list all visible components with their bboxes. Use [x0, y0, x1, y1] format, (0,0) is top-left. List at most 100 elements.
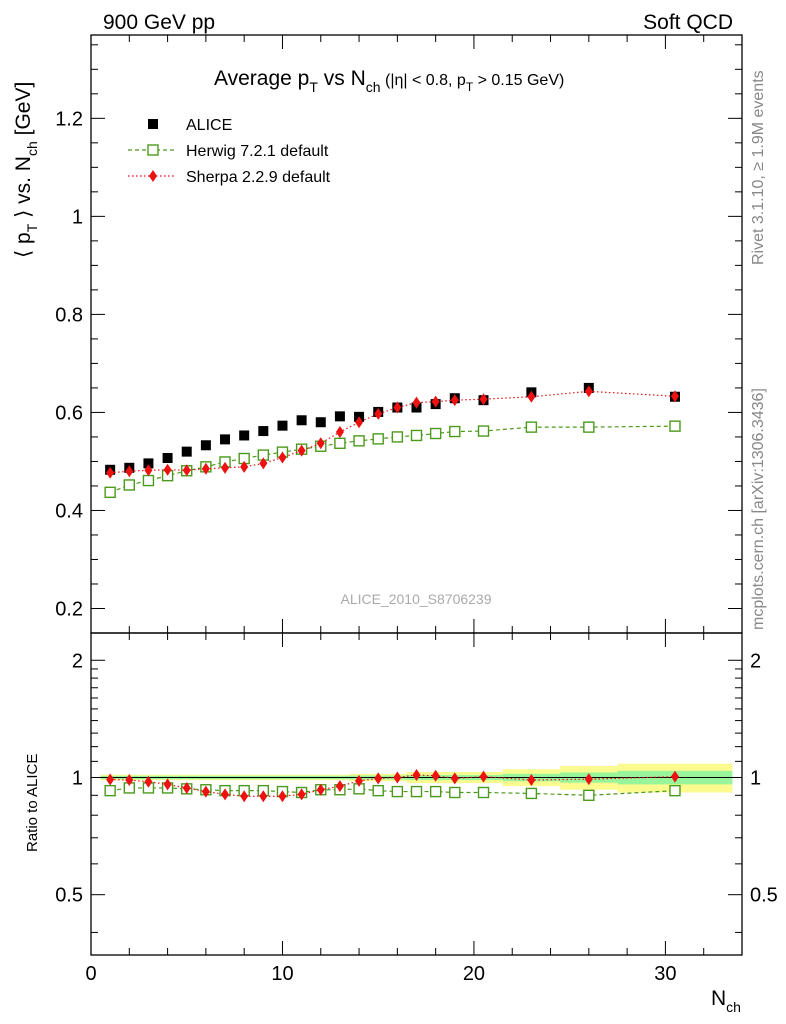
ratio-point-sherpa	[297, 788, 306, 801]
ratio-point-herwig	[477, 786, 490, 799]
main-point-sherpa	[106, 466, 115, 479]
legend-marker-alice	[148, 119, 158, 129]
main-point-herwig	[353, 435, 365, 447]
main-point-sherpa	[163, 463, 172, 476]
ratio-plot-panel: 0.5 0.5 1 1 2 2 0 10 20 30 Ratio to ALICE Nch	[24, 632, 778, 1015]
main-point-herwig	[391, 431, 404, 443]
main-point-sherpa	[316, 437, 325, 450]
main-point-alice	[143, 458, 154, 469]
main-point-sherpa	[374, 407, 383, 420]
main-point-alice	[258, 426, 269, 437]
legend-marker-herwig	[147, 144, 159, 156]
main-point-sherpa	[201, 462, 210, 475]
ratio-point-herwig	[525, 787, 538, 800]
x-tick-label: 20	[463, 963, 485, 985]
ratio-point-sherpa	[335, 780, 344, 793]
main-point-sherpa	[584, 385, 593, 398]
mcplots-label: mcplots.cern.ch [arXiv:1306.3436]	[750, 388, 767, 630]
main-point-sherpa	[278, 451, 287, 464]
main-point-herwig	[142, 474, 155, 487]
ratio-point-sherpa	[431, 769, 440, 782]
ratio-y-tick-label: 2	[72, 650, 83, 672]
ratio-point-sherpa	[374, 772, 383, 785]
ratio-point-sherpa	[163, 778, 172, 791]
ratio-point-herwig	[583, 789, 595, 801]
legend: ALICE Herwig 7.2.1 default Sherpa 2.2.9 …	[128, 117, 331, 186]
category-label: Soft QCD	[643, 11, 733, 34]
ratio-point-sherpa	[259, 790, 268, 803]
main-point-herwig	[123, 479, 135, 491]
rivet-version-label: Rivet 3.1.10, ≥ 1.9M events	[750, 70, 767, 265]
main-y-tick-label: 1.2	[55, 108, 83, 130]
main-point-sherpa	[527, 390, 536, 403]
ratio-point-sherpa	[316, 783, 325, 796]
main-point-herwig	[410, 429, 423, 442]
legend-entry-herwig: Herwig 7.2.1 default	[128, 143, 329, 160]
main-point-sherpa	[355, 416, 364, 429]
analysis-watermark: ALICE_2010_S8706239	[340, 591, 491, 607]
main-y-tick-label: 0.6	[55, 402, 83, 424]
ratio-point-sherpa	[355, 774, 364, 787]
ratio-point-sherpa	[240, 790, 249, 803]
main-line-herwig	[109, 425, 675, 493]
main-point-herwig	[583, 421, 595, 433]
main-point-herwig	[429, 427, 442, 440]
legend-entry-sherpa: Sherpa 2.2.9 default	[128, 169, 331, 186]
main-point-sherpa	[221, 461, 230, 474]
main-point-alice	[200, 440, 211, 451]
x-tick-label: 0	[85, 963, 96, 985]
main-point-sherpa	[670, 390, 679, 403]
ratio-point-sherpa	[125, 774, 134, 787]
main-point-alice	[181, 446, 192, 457]
main-y-tick-label: 0.4	[55, 500, 83, 522]
main-point-herwig	[104, 486, 116, 499]
main-point-alice	[162, 453, 173, 464]
main-point-sherpa	[125, 465, 134, 478]
legend-label-herwig: Herwig 7.2.1 default	[186, 143, 329, 160]
chart-title: Average pT vs Nch (|η| < 0.8, pT > 0.15 …	[214, 67, 564, 95]
ratio-point-herwig	[449, 786, 461, 799]
ratio-point-sherpa	[144, 775, 153, 788]
ratio-y-tick-label-right: 1	[750, 767, 761, 789]
legend-marker-sherpa	[149, 170, 157, 182]
main-point-sherpa	[240, 460, 249, 473]
main-point-sherpa	[450, 394, 459, 407]
legend-label-alice: ALICE	[186, 117, 232, 134]
ratio-point-herwig	[391, 785, 404, 798]
ratio-point-sherpa	[479, 770, 488, 783]
legend-entry-alice: ALICE	[148, 117, 232, 134]
ratio-y-tick-label-right: 2	[750, 650, 761, 672]
ratio-point-sherpa	[527, 774, 536, 787]
main-point-alice	[277, 420, 288, 431]
main-y-tick-label: 0.2	[55, 598, 83, 620]
ratio-y-tick-label-right: 0.5	[750, 885, 778, 907]
ratio-point-herwig	[410, 785, 423, 798]
main-point-sherpa	[393, 401, 402, 414]
ratio-point-sherpa	[393, 771, 402, 784]
main-point-herwig	[669, 420, 681, 432]
ratio-point-sherpa	[584, 773, 593, 786]
ratio-point-herwig	[669, 784, 681, 797]
ratio-point-herwig	[104, 784, 116, 797]
main-axis-ticks	[90, 35, 743, 634]
ratio-y-tick-label: 1	[72, 767, 83, 789]
main-point-herwig	[449, 425, 461, 438]
main-point-sherpa	[144, 464, 153, 477]
main-point-sherpa	[335, 426, 344, 439]
main-point-herwig	[477, 425, 490, 437]
ratio-point-sherpa	[278, 790, 287, 803]
ratio-point-sherpa	[412, 768, 421, 781]
ratio-point-herwig	[429, 785, 442, 798]
ratio-point-sherpa	[182, 781, 191, 794]
main-point-herwig	[372, 433, 384, 445]
main-point-sherpa	[412, 396, 421, 409]
main-point-alice	[315, 417, 326, 428]
main-point-alice	[334, 411, 345, 422]
main-point-alice	[220, 434, 231, 445]
main-point-alice	[296, 415, 307, 426]
main-point-sherpa	[259, 457, 268, 470]
main-y-tick-label: 1	[72, 206, 83, 228]
ratio-y-tick-label: 0.5	[55, 885, 83, 907]
collision-label: 900 GeV pp	[103, 11, 215, 34]
